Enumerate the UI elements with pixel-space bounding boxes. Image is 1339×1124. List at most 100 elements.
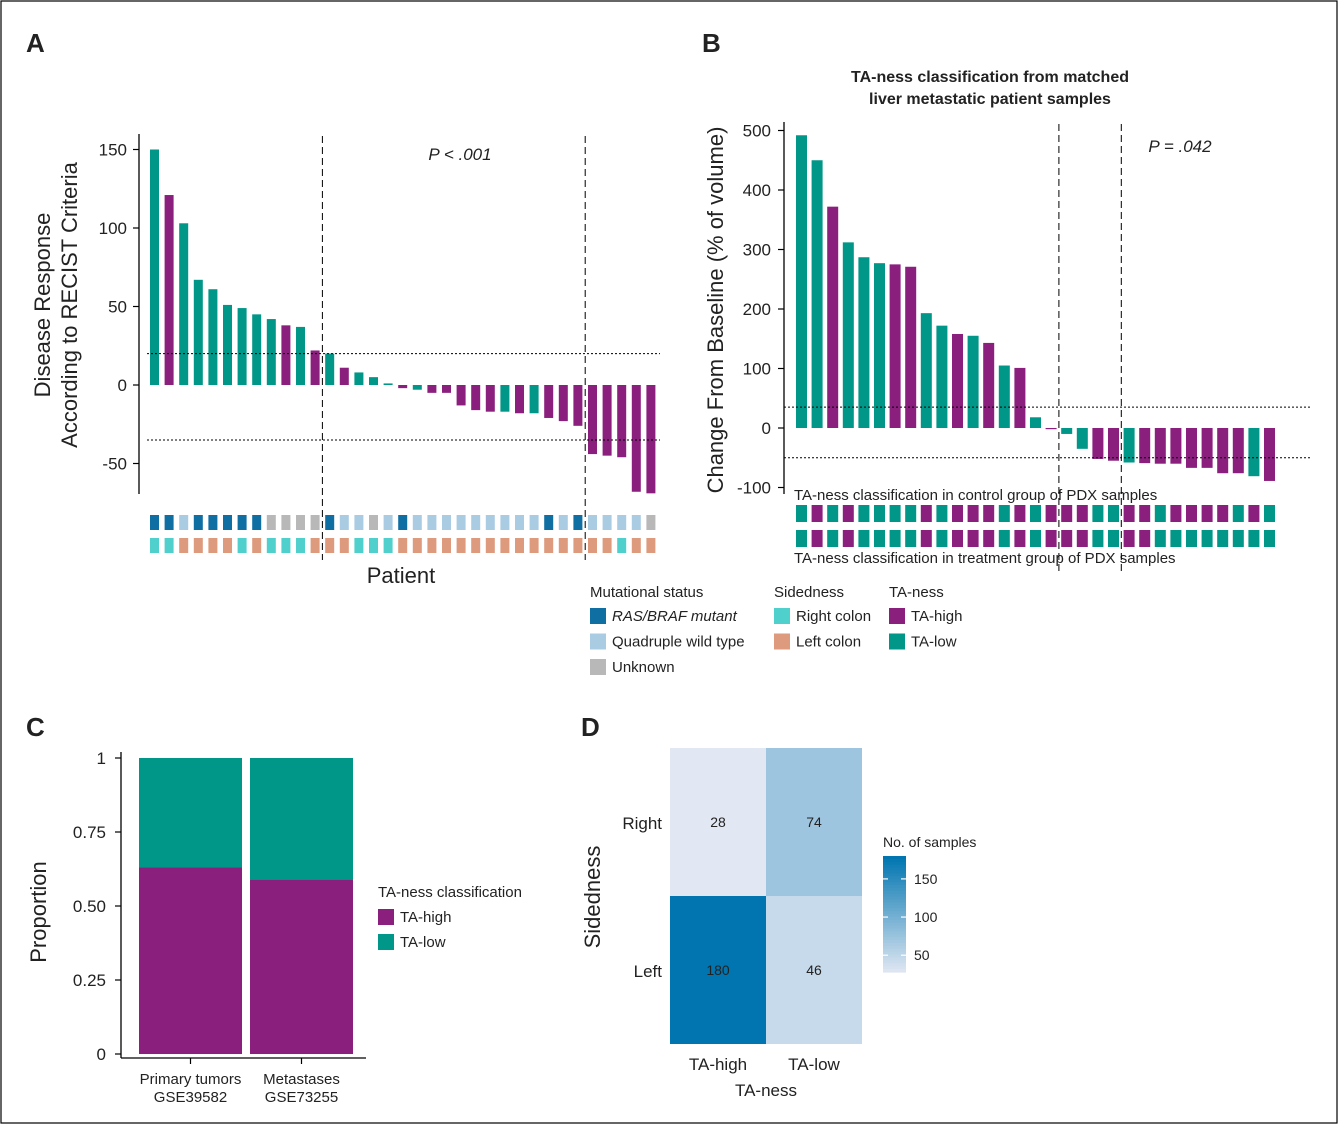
panel-a-mutation-tile [223, 515, 232, 530]
panel-b-waterfall: TA-ness classification from matched live… [703, 69, 1312, 575]
panel-c-x-tick-label: Metastases [263, 1071, 340, 1088]
panel-b-treatment-tile [1232, 530, 1244, 547]
panel-b-bar [1139, 428, 1151, 464]
panel-b-treatment-tile [1154, 530, 1166, 547]
panel-a-bar [252, 314, 262, 385]
panel-a-sidedness-tile [369, 538, 378, 553]
legend-ta-ness-swatch [889, 608, 905, 624]
panel-d-cell-value: 74 [806, 814, 822, 830]
panel-b-bar [1186, 428, 1197, 468]
panel-b-treatment-label: TA-ness classification in treatment grou… [794, 550, 1176, 567]
panel-a-bar [237, 308, 247, 385]
panel-a-bar [558, 385, 568, 422]
legend-ta-ness-swatch [889, 633, 905, 650]
panel-a-sidedness-tile [150, 538, 159, 553]
panel-d-colorbar-segment [883, 943, 906, 947]
panel-a-sidedness-tile [442, 538, 451, 553]
panel-d-colorbar-segment [883, 969, 906, 973]
panel-b-control-label: TA-ness classification in control group … [794, 487, 1157, 504]
panel-a-sidedness-tile [193, 538, 203, 553]
panel-a-mutation-tile [631, 515, 641, 530]
panel-a-bar [266, 319, 276, 385]
panel-a-mutation-tile [310, 515, 320, 530]
panel-a-mutation-tile [617, 515, 627, 530]
panel-b-control-tile [874, 505, 885, 522]
panel-a-ylabel-line2: According to RECIST Criteria [57, 161, 82, 447]
panel-a-mutation-tile [544, 515, 554, 530]
panel-d-colorbar-segment [883, 887, 906, 892]
panel-c-y-tick-label: 1 [97, 749, 106, 768]
panel-b-bar [905, 266, 917, 428]
panel-d-colorbar-segment [883, 940, 906, 944]
panel-b-control-tile [1264, 505, 1275, 522]
panel-b-control-tile [1139, 505, 1151, 522]
panel-c-legend-swatch [378, 934, 394, 950]
panel-d-colorbar-segment [883, 934, 906, 938]
panel-b-bar [936, 325, 948, 428]
panel-d-colorbar-segment [883, 893, 906, 898]
panel-a-sidedness-tile [588, 538, 597, 553]
panel-a-mutation-tile [588, 515, 597, 530]
panel-b-treatment-tile [1217, 530, 1229, 547]
panel-b-treatment-tile [983, 530, 995, 547]
panel-b-control-tile [967, 505, 979, 522]
panel-b-ylabel: Change From Baseline (% of volume) [703, 127, 728, 494]
panel-a-bar [281, 325, 291, 385]
panel-d-y-tick-label: Left [634, 962, 663, 981]
panel-a-sidedness-tile [223, 538, 232, 553]
panel-b-bar [920, 313, 932, 428]
panel-a-sidedness-tile [617, 538, 627, 553]
panel-a-bar [471, 385, 481, 411]
panel-c-x-tick-label: Primary tumors [140, 1071, 242, 1088]
legend-ta-ness-label: TA-high [911, 608, 962, 625]
panel-a-sidedness-tile [310, 538, 320, 553]
panel-b-bar [1154, 428, 1166, 464]
panel-b-control-tile [952, 505, 963, 522]
panel-a-mutation-tile [412, 515, 422, 530]
panel-a-sidedness-tile [383, 538, 393, 553]
panel-b-control-tile [842, 505, 854, 522]
panel-d-colorbar-segment [883, 957, 906, 961]
panel-d-colorbar-segment [883, 856, 906, 860]
panel-b-bar [1076, 428, 1088, 449]
panel-b-control-tile [936, 505, 948, 522]
panel-d-colorbar-segment [883, 873, 906, 877]
panel-d-colorbar-segment [883, 905, 906, 909]
panel-a-sidedness-tile [427, 538, 437, 553]
legend-mutational-label: Quadruple wild type [612, 634, 745, 651]
panel-a-mutation-tile [281, 515, 291, 530]
panel-a-y-tick-label: 100 [99, 219, 127, 238]
panel-b-control-tile [796, 505, 807, 522]
panel-a-waterfall: Disease Response According to RECIST Cri… [30, 134, 660, 588]
panel-b-bar [1014, 367, 1026, 428]
panel-label-c: C [26, 712, 45, 742]
panel-a-mutation-tile [529, 515, 539, 530]
panel-b-bar [1045, 428, 1057, 430]
panel-b-treatment-tile [842, 530, 854, 547]
panel-a-mutation-tile [208, 515, 218, 530]
panel-b-bar [1123, 428, 1135, 463]
panel-d-colorbar-title: No. of samples [883, 834, 976, 850]
panel-d-x-tick-label: TA-low [788, 1055, 840, 1074]
panel-a-bar [442, 385, 451, 393]
panel-a-y-tick-label: 0 [118, 376, 127, 395]
panel-d-colorbar-segment [883, 922, 906, 927]
panel-b-bar [1108, 428, 1119, 461]
legend-ta-ness-label: TA-low [911, 634, 957, 651]
panel-d-colorbar-segment [883, 925, 906, 930]
panel-d-colorbar-segment [883, 954, 906, 959]
panel-b-treatment-tile [858, 530, 870, 547]
panel-a-mutation-tile [646, 515, 656, 530]
legend-mutational-swatch [590, 608, 606, 624]
panel-a-sidedness-tile [281, 538, 291, 553]
panel-d-colorbar-segment [883, 951, 906, 956]
panel-b-control-tile [1061, 505, 1073, 522]
panel-d-colorbar-segment [883, 948, 906, 953]
panel-a-mutation-tile [442, 515, 451, 530]
panel-a-bar [573, 385, 583, 426]
panel-a-bar [310, 350, 320, 385]
panel-b-treatment-tile [905, 530, 917, 547]
panel-c-ylabel: Proportion [26, 861, 51, 963]
panel-b-bar [842, 242, 854, 428]
panel-a-mutation-tile [398, 515, 408, 530]
